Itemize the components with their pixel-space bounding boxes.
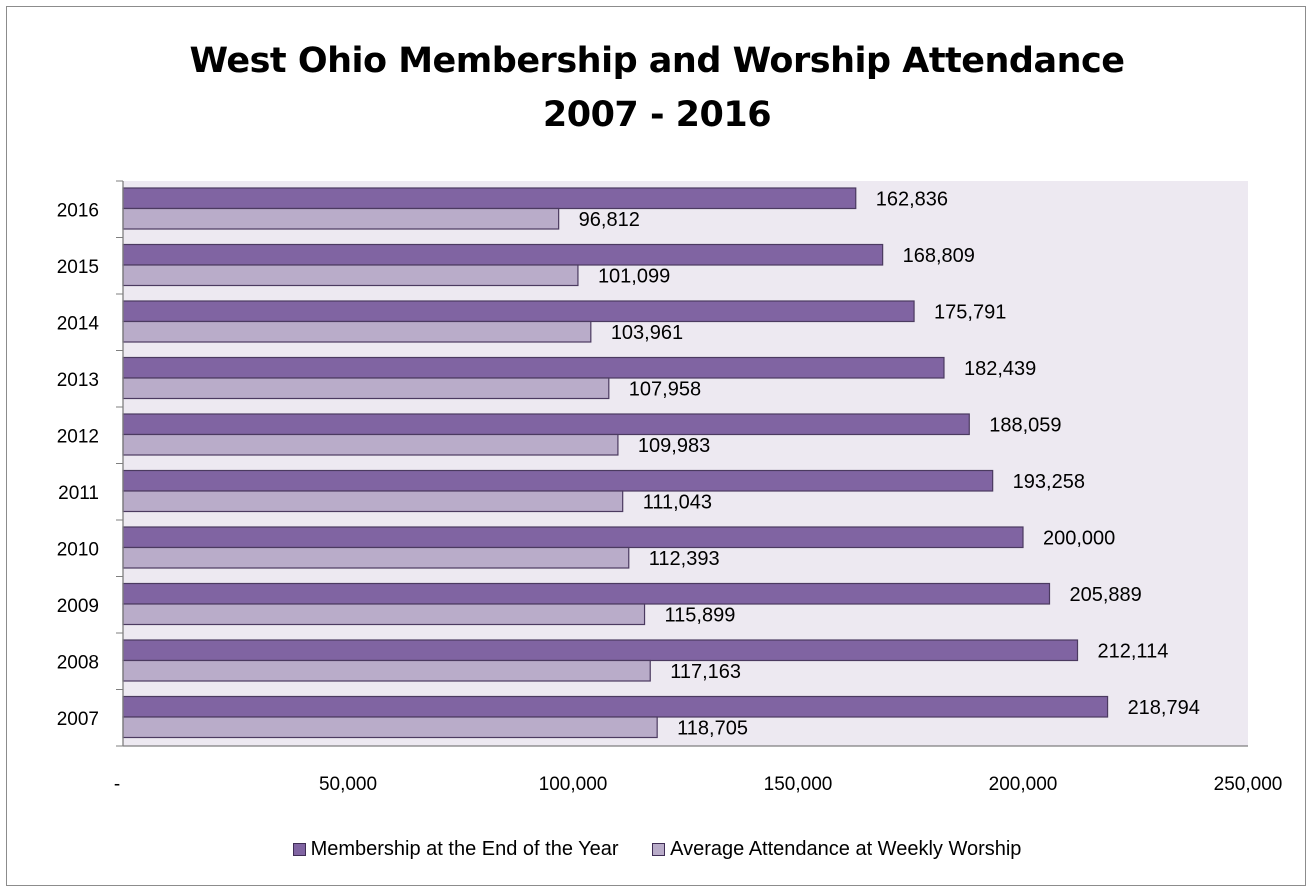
membership-data-label-2012: 188,059 [989,414,1061,436]
attendance-bar-2011 [122,490,624,513]
legend-item-attendance: Average Attendance at Weekly Worship [652,838,1021,861]
y-tick-label-2014: 2014 [57,313,100,334]
attendance-bar-2015 [122,264,579,287]
attendance-bar-2013 [122,377,610,400]
attendance-data-label-2011: 111,043 [643,491,712,513]
attendance-bar-2009 [122,603,646,626]
attendance-bar-2010 [122,546,630,569]
attendance-data-label-2007: 118,705 [677,717,748,739]
y-tick-label-2009: 2009 [57,596,99,617]
membership-data-label-2015: 168,809 [903,245,975,267]
legend-item-membership: Membership at the End of the Year [292,838,619,861]
membership-bar-2007 [122,695,1109,718]
x-tick-label-5: 250,000 [1214,774,1283,795]
membership-data-label-2009: 205,889 [1070,584,1142,606]
attendance-data-label-2012: 109,983 [638,435,710,457]
membership-bar-2010 [122,526,1024,549]
y-tick-label-2011: 2011 [58,483,99,504]
membership-bar-2015 [122,243,884,266]
chart-plot: 2016 162,836 96,812 2015 168,809 101,099 2014 1… [57,180,1283,795]
membership-data-label-2013: 182,439 [964,358,1036,380]
attendance-data-label-2013: 107,958 [629,378,701,400]
x-tick-label-4: 200,000 [989,774,1058,795]
y-tick-label-2013: 2013 [57,370,99,391]
y-tick-label-2016: 2016 [57,200,99,221]
membership-bar-2009 [122,582,1051,605]
membership-bar-2008 [122,639,1079,662]
attendance-data-label-2014: 103,961 [611,322,683,344]
legend-swatch-membership [292,843,306,856]
legend-label-membership: Membership at the End of the Year [310,838,619,860]
membership-bar-2016 [122,187,857,210]
x-tick-label-0: - [114,774,120,795]
attendance-bar-2012 [122,433,619,456]
membership-data-label-2007: 218,794 [1128,697,1200,719]
attendance-data-label-2010: 112,393 [649,548,720,570]
legend-label-attendance: Average Attendance at Weekly Worship [670,838,1022,860]
chart-legend: Membership at the End of the Year Averag… [0,838,1314,862]
attendance-bar-2007 [122,716,658,739]
attendance-data-label-2016: 96,812 [579,209,640,231]
x-tick-label-3: 150,000 [764,774,833,795]
y-tick-label-2010: 2010 [57,539,99,560]
membership-data-label-2011: 193,258 [1013,471,1085,493]
attendance-data-label-2008: 117,163 [670,661,741,683]
membership-bar-2014 [122,300,915,323]
chart-title: West Ohio Membership and Worship Attenda… [189,41,1125,135]
attendance-data-label-2009: 115,899 [665,604,736,626]
membership-data-label-2008: 212,114 [1098,640,1169,662]
y-tick-label-2008: 2008 [57,652,99,673]
attendance-bar-2016 [122,207,560,230]
attendance-bar-2008 [122,659,651,682]
membership-bar-2011 [122,469,994,492]
membership-bar-2012 [122,413,970,436]
membership-bar-2013 [122,356,945,379]
membership-data-label-2014: 175,791 [934,301,1006,323]
y-tick-label-2012: 2012 [57,426,99,447]
x-tick-label-2: 100,000 [539,774,608,795]
y-tick-label-2015: 2015 [57,257,99,278]
membership-data-label-2010: 200,000 [1043,527,1115,549]
y-tick-label-2007: 2007 [57,709,99,730]
attendance-data-label-2015: 101,099 [598,265,670,287]
legend-swatch-attendance [652,843,666,856]
x-tick-label-1: 50,000 [319,774,377,795]
membership-data-label-2016: 162,836 [876,188,948,210]
attendance-bar-2014 [122,320,592,343]
